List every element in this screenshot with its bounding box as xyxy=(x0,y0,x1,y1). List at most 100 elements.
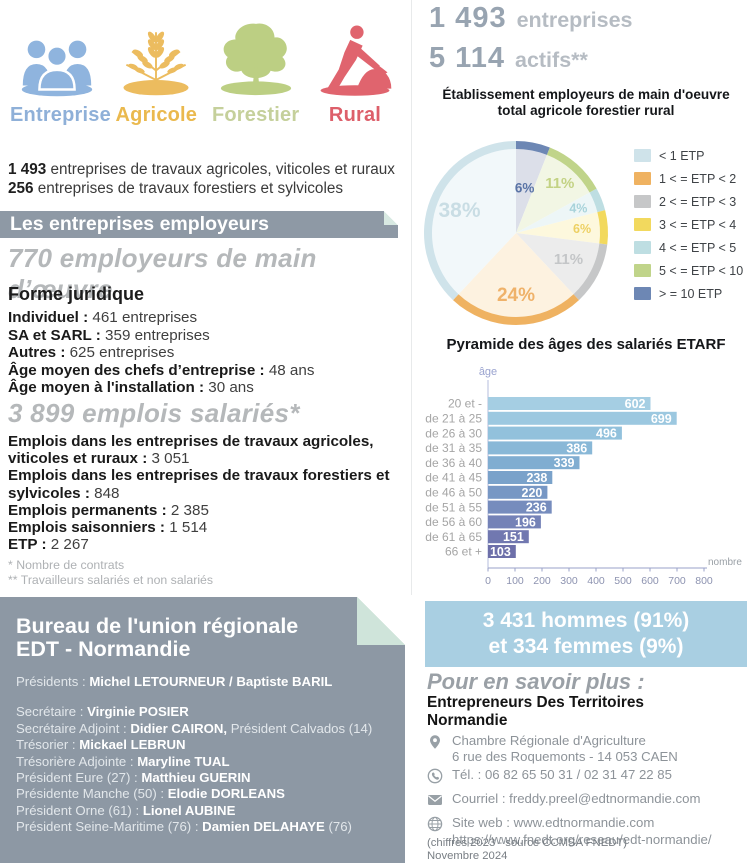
pie-chart-title: Établissement employeurs de main d'oeuvr… xyxy=(442,87,730,118)
section-banner-entreprises-employeurs: Les entreprises employeurs xyxy=(0,211,398,238)
legend-row-2: 4 < = ETP < 5 xyxy=(634,236,743,259)
pyramid-bar-8 xyxy=(488,515,541,529)
employeurs-heading: 770 employeurs de main d’œuvre xyxy=(8,243,317,304)
pie-slice-0 xyxy=(516,149,547,233)
pyramid-bar-6 xyxy=(488,485,548,499)
footer-line-0: (chiffres 2023 - source CCMSA FNEDT) xyxy=(427,837,628,849)
legend-row-0: > = 10 ETP xyxy=(634,282,743,305)
pyramid-value-0: 602 xyxy=(625,397,646,411)
worker-digging-icon xyxy=(320,25,392,96)
pyramid-xtick: 200 xyxy=(533,575,551,587)
pyramid-bar-5 xyxy=(488,471,553,484)
bureau-member-4: Trésorière Adjointe : Maryline TUAL xyxy=(16,753,230,769)
pyramid-value-4: 339 xyxy=(554,456,575,470)
pyramid-category-9: de 61 à 65 xyxy=(425,530,482,544)
phone-icon xyxy=(427,769,443,784)
pyramid-category-1: de 21 à 25 xyxy=(425,412,482,426)
bureau-member-3: Trésorier : Mickael LEBRUN xyxy=(16,737,186,753)
folded-corner xyxy=(384,211,398,225)
sector-icon-rural: Rural xyxy=(308,16,402,127)
pie-label-3: 6% xyxy=(573,222,591,236)
pyramid-value-8: 196 xyxy=(515,515,536,529)
pie-label-2: 4% xyxy=(569,201,587,215)
legend-label: 5 < = ETP < 10 xyxy=(659,263,744,278)
contact-row-1: Tél. : 06 82 65 50 31 / 02 31 47 22 85 xyxy=(427,767,747,789)
pyramid-category-3: de 31 à 35 xyxy=(425,441,482,455)
pyramid-value-9: 151 xyxy=(503,530,524,544)
pyramid-value-2: 496 xyxy=(596,427,617,441)
pie-slice-2 xyxy=(516,192,598,233)
sector-label-entreprise: Entreprise xyxy=(10,104,111,126)
pie-ring-6 xyxy=(423,141,516,301)
pyramid-xtick: 600 xyxy=(641,575,659,587)
savoir-plus-heading: Pour en savoir plus : xyxy=(427,669,645,694)
intro-line-0: 1 493 entreprises de travaux agricoles, … xyxy=(8,161,395,178)
entreprises-word: entreprises xyxy=(516,8,633,32)
contact-row-0: Chambre Régionale d'Agriculture 6 rue des… xyxy=(427,733,747,765)
contact-text-2: Courriel : freddy.preel@edtnormandie.com xyxy=(452,791,701,807)
legend-row-5: 1 < = ETP < 2 xyxy=(634,167,743,190)
pie-svg: 6% 11% 4% 6% 11% 24% 38% xyxy=(423,141,608,326)
envelope-icon xyxy=(428,795,442,806)
legend-row-3: 3 < = ETP < 4 xyxy=(634,213,743,236)
wheat-icon xyxy=(123,31,189,96)
legend-swatch xyxy=(634,195,651,208)
pyramid-value-1: 699 xyxy=(651,412,672,426)
legend-label: 4 < = ETP < 5 xyxy=(659,240,737,255)
forme-stat-2: Autres : 625 entreprises xyxy=(8,344,175,362)
bureau-box: Bureau de l'union régionale EDT - Normand… xyxy=(0,597,405,863)
contact-text-3: Site web : www.edtnormandie.com https://w… xyxy=(452,815,712,847)
footnote-1: ** Travailleurs salariés et non salariés xyxy=(8,573,214,588)
pie-ring-4 xyxy=(573,243,608,301)
source-footer: (chiffres 2023 - source CCMSA FNEDT) Nove… xyxy=(427,837,627,863)
contact-text-1: Tél. : 06 82 65 50 31 / 02 31 47 22 85 xyxy=(452,767,672,783)
footnote-0: * Nombre de contrats xyxy=(8,558,125,572)
pyramid-value-3: 386 xyxy=(566,441,587,455)
section-banner-title: Les entreprises employeurs xyxy=(10,213,270,235)
pyramid-bar-9 xyxy=(488,530,529,544)
column-divider xyxy=(411,0,412,595)
pyramid-value-6: 220 xyxy=(522,486,543,500)
sector-label-forestier: Forestier xyxy=(211,104,300,126)
emplois-heading: 3 899 emplois salariés* xyxy=(8,398,300,428)
intro-stats: 1 493 entreprises de travaux agricoles, … xyxy=(8,160,404,198)
forme-juridique-list: Individuel : 461 entreprises SA et SARL :… xyxy=(8,309,400,397)
sector-icon-agricole: Agricole xyxy=(109,16,203,127)
legend-label: 2 < = ETP < 3 xyxy=(659,194,737,209)
pyramid-category-7: de 51 à 55 xyxy=(425,500,482,514)
pie-label-4: 11% xyxy=(554,251,583,268)
pie-slice-4 xyxy=(516,233,600,295)
forme-stat-3: Âge moyen des chefs d’entreprise : 48 an… xyxy=(8,361,315,379)
emplois-stat-3: Emplois saisonniers : 1 514 xyxy=(8,519,208,537)
pie-ring-2 xyxy=(589,188,606,213)
contact-row-3: Site web : www.edtnormandie.com https://w… xyxy=(427,815,747,847)
age-pyramid-chart: âge 602 20 et - 699 de 21 à 25 496 de 26 à 30 3… xyxy=(425,360,747,597)
folded-corner xyxy=(357,597,405,645)
pyramid-value-5: 238 xyxy=(526,471,547,485)
emplois-stat-2: Emplois permanents : 2 385 xyxy=(8,501,209,519)
forme-stat-1: SA et SARL : 359 entreprises xyxy=(8,326,210,344)
pyramid-category-0: 20 et - xyxy=(448,397,482,411)
pyramid-category-10: 66 et + xyxy=(445,545,482,559)
pyramid-category-8: de 56 à 60 xyxy=(425,515,482,529)
footer-line-1: Novembre 2024 xyxy=(427,850,508,862)
globe-icon xyxy=(427,817,443,832)
gender-summary-box: 3 431 hommes (91%) et 334 femmes (9%) xyxy=(425,601,747,667)
summary-entreprises: 1 493 entreprises xyxy=(429,2,633,35)
bureau-member-0: Présidents : Michel LETOURNEUR / Baptist… xyxy=(16,674,333,689)
contact-row-2: Courriel : freddy.preel@edtnormandie.com xyxy=(427,791,747,813)
intro-line-1: 256 entreprises de travaux forestiers et… xyxy=(8,180,343,198)
pie-slice-3 xyxy=(516,212,601,244)
legend-row-4: 2 < = ETP < 3 xyxy=(634,190,743,213)
pyramid-xlabel: nombre xyxy=(708,557,742,568)
emplois-stat-1: Emplois dans les entreprises de travaux … xyxy=(8,467,390,502)
pie-slice-1 xyxy=(516,154,590,233)
pyramid-xtick: 0 xyxy=(485,575,491,587)
contact-text-0: Chambre Régionale d'Agriculture 6 rue des… xyxy=(452,733,678,765)
actifs-word: actifs** xyxy=(514,48,588,72)
pyramid-category-5: de 41 à 45 xyxy=(425,471,482,485)
pie-label-0: 6% xyxy=(515,180,535,195)
pie-ring-1 xyxy=(546,147,597,193)
gender-line-femmes: et 334 femmes (9%) xyxy=(488,635,684,658)
pie-label-1: 11% xyxy=(545,175,574,192)
